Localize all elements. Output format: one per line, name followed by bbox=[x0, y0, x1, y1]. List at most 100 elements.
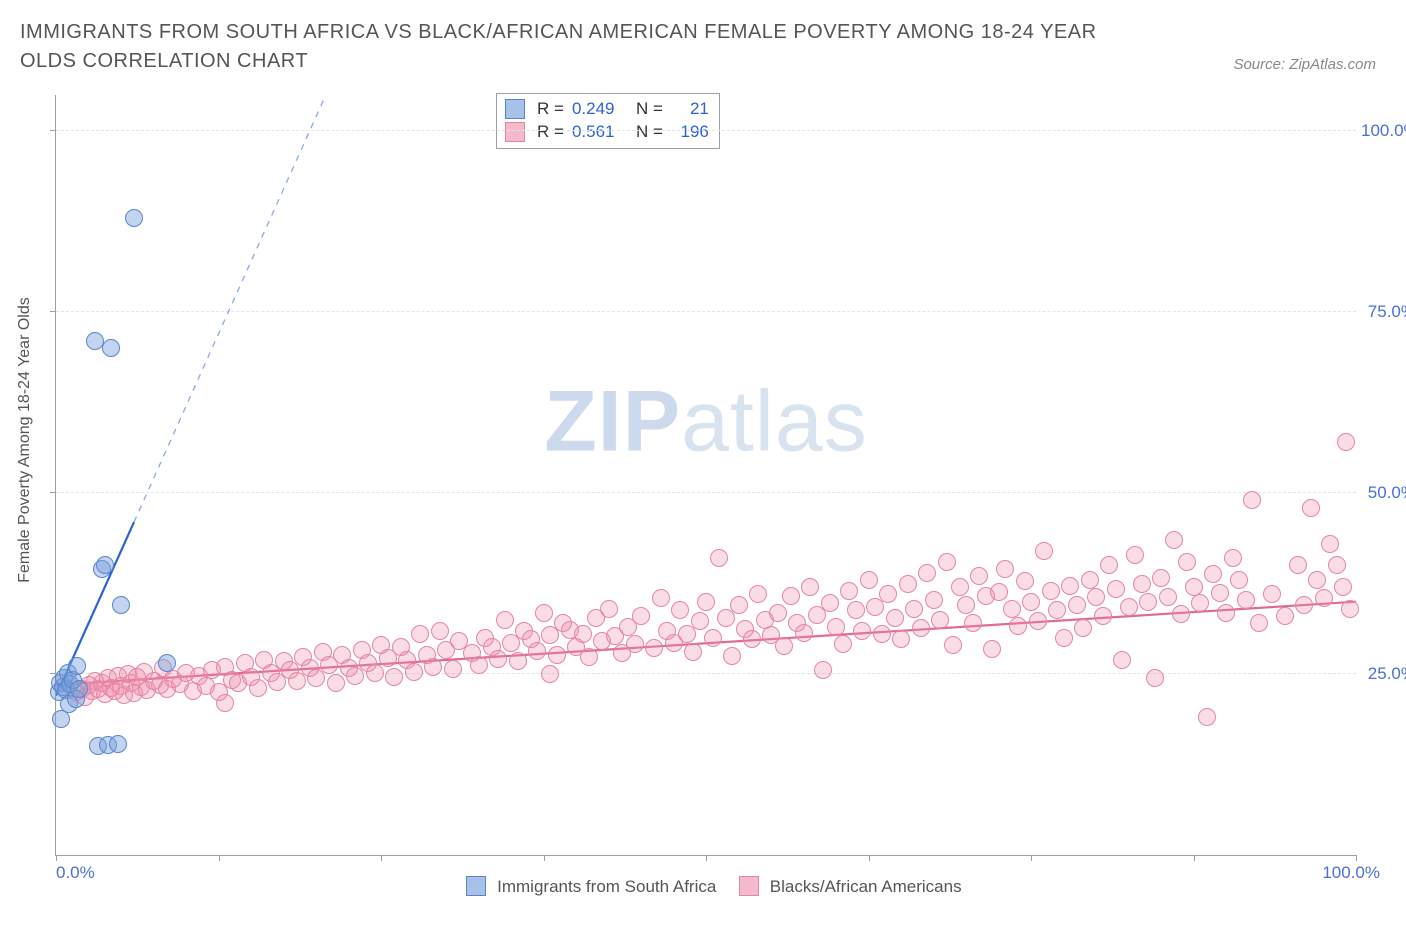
data-point-ba bbox=[1074, 619, 1092, 637]
data-point-ba bbox=[1328, 556, 1346, 574]
data-point-ba bbox=[1217, 604, 1235, 622]
data-point-ba bbox=[509, 652, 527, 670]
data-point-ba bbox=[1337, 433, 1355, 451]
data-point-ba bbox=[1159, 588, 1177, 606]
data-point-sa bbox=[158, 654, 176, 672]
legend-label-ba: Blacks/African Americans bbox=[770, 877, 962, 896]
data-point-ba bbox=[1107, 580, 1125, 598]
data-point-ba bbox=[957, 596, 975, 614]
data-point-ba bbox=[1302, 499, 1320, 517]
data-point-ba bbox=[743, 630, 761, 648]
y-tick-label: 50.0% bbox=[1361, 483, 1406, 503]
data-point-ba bbox=[769, 604, 787, 622]
data-point-ba bbox=[886, 609, 904, 627]
y-tick-label: 100.0% bbox=[1361, 121, 1406, 141]
data-point-ba bbox=[795, 624, 813, 642]
data-point-ba bbox=[366, 664, 384, 682]
legend-swatch-pink bbox=[739, 876, 759, 896]
data-point-ba bbox=[710, 549, 728, 567]
data-point-sa bbox=[112, 596, 130, 614]
data-point-ba bbox=[827, 618, 845, 636]
data-point-ba bbox=[1276, 607, 1294, 625]
data-point-ba bbox=[964, 614, 982, 632]
data-point-ba bbox=[1009, 617, 1027, 635]
data-point-ba bbox=[1126, 546, 1144, 564]
trend-lines bbox=[56, 95, 1356, 855]
data-point-ba bbox=[574, 625, 592, 643]
data-point-ba bbox=[1243, 491, 1261, 509]
data-point-sa bbox=[52, 710, 70, 728]
data-point-ba bbox=[951, 578, 969, 596]
data-point-ba bbox=[1100, 556, 1118, 574]
data-point-ba bbox=[548, 646, 566, 664]
data-point-ba bbox=[944, 636, 962, 654]
data-point-ba bbox=[1055, 629, 1073, 647]
data-point-ba bbox=[411, 625, 429, 643]
data-point-ba bbox=[1237, 591, 1255, 609]
data-point-ba bbox=[782, 587, 800, 605]
source-attribution: Source: ZipAtlas.com bbox=[1233, 56, 1376, 73]
y-axis-label: Female Poverty Among 18-24 Year Olds bbox=[16, 240, 34, 640]
data-point-ba bbox=[1029, 612, 1047, 630]
x-tick-mark bbox=[1194, 855, 1195, 861]
data-point-sa bbox=[68, 657, 86, 675]
data-point-ba bbox=[1048, 601, 1066, 619]
data-point-ba bbox=[580, 648, 598, 666]
legend-swatch-blue bbox=[466, 876, 486, 896]
data-point-ba bbox=[821, 594, 839, 612]
data-point-ba bbox=[775, 637, 793, 655]
data-point-ba bbox=[905, 600, 923, 618]
x-tick-mark bbox=[1031, 855, 1032, 861]
data-point-ba bbox=[1191, 594, 1209, 612]
x-tick-mark bbox=[219, 855, 220, 861]
data-point-ba bbox=[1321, 535, 1339, 553]
data-point-ba bbox=[704, 629, 722, 647]
data-point-ba bbox=[1198, 708, 1216, 726]
legend-label-sa: Immigrants from South Africa bbox=[497, 877, 716, 896]
data-point-ba bbox=[327, 674, 345, 692]
data-point-ba bbox=[1068, 596, 1086, 614]
data-point-ba bbox=[1308, 571, 1326, 589]
data-point-ba bbox=[990, 583, 1008, 601]
data-point-sa bbox=[102, 339, 120, 357]
data-point-ba bbox=[847, 601, 865, 619]
data-point-ba bbox=[1042, 582, 1060, 600]
data-point-ba bbox=[489, 650, 507, 668]
data-point-ba bbox=[840, 582, 858, 600]
data-point-ba bbox=[1003, 600, 1021, 618]
data-point-ba bbox=[1022, 593, 1040, 611]
data-point-ba bbox=[1035, 542, 1053, 560]
data-point-sa bbox=[96, 556, 114, 574]
data-point-ba bbox=[470, 656, 488, 674]
data-point-ba bbox=[1178, 553, 1196, 571]
data-point-ba bbox=[1113, 651, 1131, 669]
data-point-ba bbox=[899, 575, 917, 593]
data-point-ba bbox=[1165, 531, 1183, 549]
y-tick-label: 25.0% bbox=[1361, 664, 1406, 684]
data-point-ba bbox=[996, 560, 1014, 578]
data-point-ba bbox=[535, 604, 553, 622]
x-tick-mark bbox=[869, 855, 870, 861]
data-point-ba bbox=[918, 564, 936, 582]
data-point-ba bbox=[1289, 556, 1307, 574]
data-point-ba bbox=[970, 567, 988, 585]
data-point-ba bbox=[541, 665, 559, 683]
data-point-ba bbox=[1263, 585, 1281, 603]
data-point-ba bbox=[632, 607, 650, 625]
data-point-ba bbox=[1204, 565, 1222, 583]
data-point-ba bbox=[496, 611, 514, 629]
data-point-ba bbox=[931, 611, 949, 629]
x-tick-mark bbox=[544, 855, 545, 861]
data-point-ba bbox=[938, 553, 956, 571]
data-point-ba bbox=[1146, 669, 1164, 687]
chart-title: IMMIGRANTS FROM SOUTH AFRICA VS BLACK/AF… bbox=[20, 18, 1106, 76]
data-point-ba bbox=[892, 630, 910, 648]
data-point-ba bbox=[749, 585, 767, 603]
data-point-ba bbox=[1334, 578, 1352, 596]
data-point-ba bbox=[834, 635, 852, 653]
data-point-ba bbox=[1341, 600, 1359, 618]
x-tick-mark bbox=[56, 855, 57, 861]
data-point-ba bbox=[912, 619, 930, 637]
data-point-ba bbox=[1120, 598, 1138, 616]
data-point-ba bbox=[723, 647, 741, 665]
